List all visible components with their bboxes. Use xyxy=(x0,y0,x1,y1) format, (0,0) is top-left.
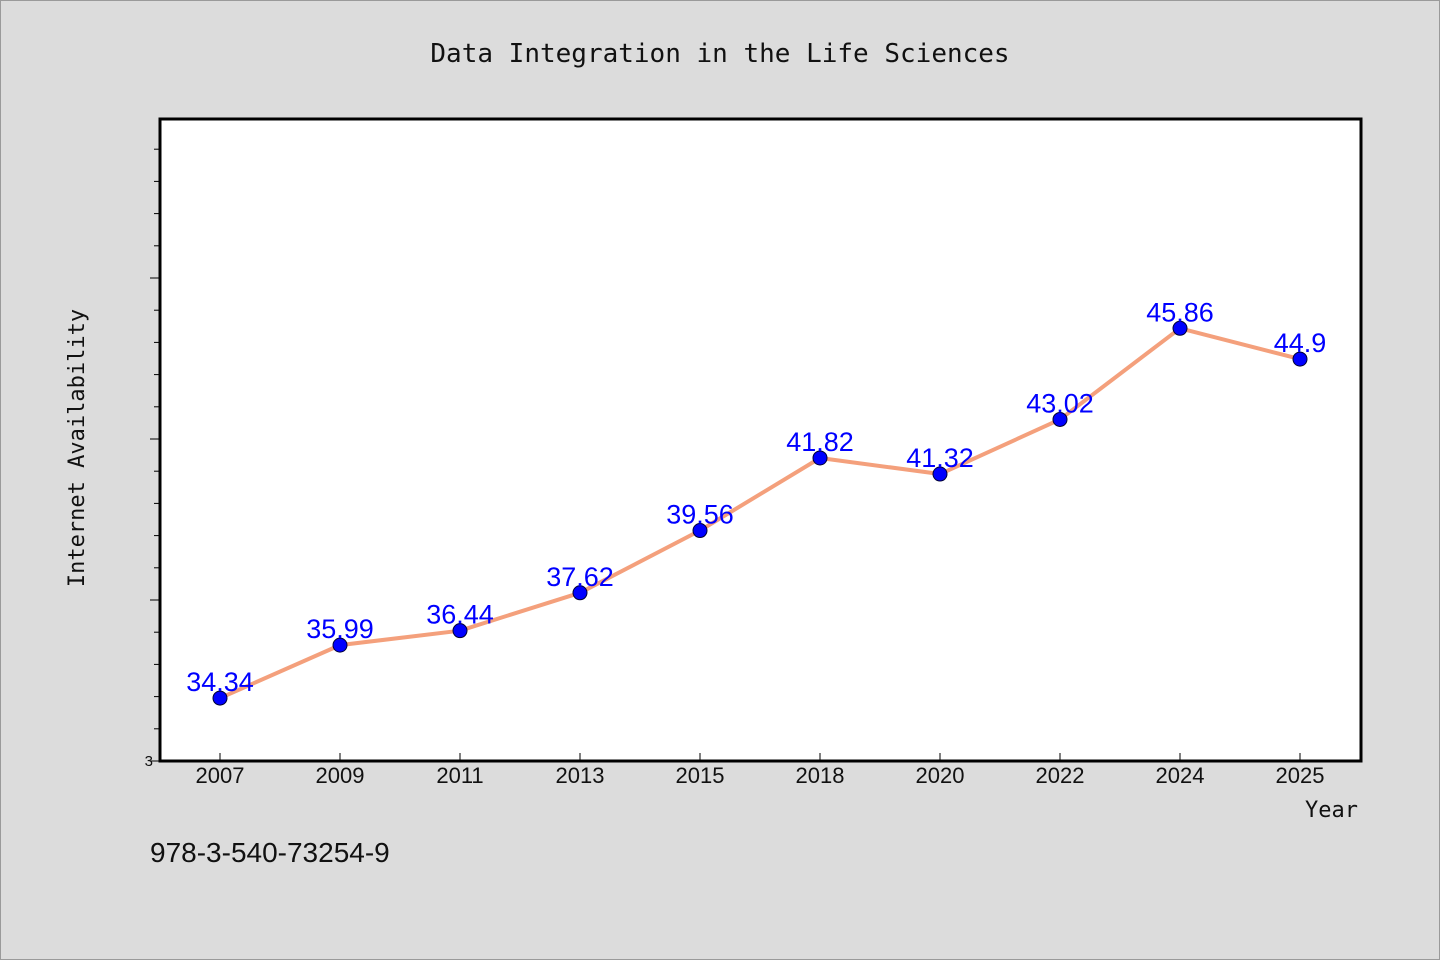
data-point xyxy=(1292,351,1308,367)
data-point xyxy=(452,623,468,639)
data-point xyxy=(812,450,828,466)
data-label: 34.34 xyxy=(186,667,254,697)
x-axis-title: Year xyxy=(1305,798,1358,823)
x-tick-label: 2024 xyxy=(1156,763,1205,788)
x-tick-label: 2011 xyxy=(436,763,483,788)
data-label: 43.02 xyxy=(1026,388,1094,418)
x-axis-ticks xyxy=(219,753,1301,761)
data-point xyxy=(692,523,708,539)
data-point xyxy=(572,585,588,601)
plot-area xyxy=(158,117,1363,763)
data-point xyxy=(212,690,228,706)
x-tick-label: 2009 xyxy=(316,763,365,788)
x-tick-label: 2020 xyxy=(916,763,965,788)
data-label: 45.86 xyxy=(1146,297,1214,327)
data-label: 36.44 xyxy=(426,600,494,630)
data-labels-layer: 34.34 35.99 36.44 37.62 39.56 41.82 41.32 43.02… xyxy=(186,297,1326,697)
y-axis-title: Internet Availability xyxy=(65,309,90,587)
data-label: 44.9 xyxy=(1274,328,1327,358)
data-label: 35.99 xyxy=(306,614,374,644)
x-tick-label: 2025 xyxy=(1276,763,1325,788)
data-point xyxy=(1172,320,1188,336)
y-axis-ticks xyxy=(150,148,160,762)
x-axis-tick-labels: 2007 2009 2011 2013 2015 2018 2020 2022 2024 2025 xyxy=(196,763,1325,788)
data-label: 37.62 xyxy=(546,562,614,592)
data-label: 41.82 xyxy=(786,427,854,457)
footer-identifier: 978-3-540-73254-9 xyxy=(150,837,390,868)
series-line xyxy=(218,326,1302,701)
y-tick-label: 3 xyxy=(145,753,153,770)
x-tick-label: 2013 xyxy=(556,763,605,788)
data-label: 41.32 xyxy=(906,443,974,473)
x-tick-label: 2015 xyxy=(676,763,725,788)
data-point xyxy=(932,466,948,482)
data-point xyxy=(1052,411,1068,427)
series-layer xyxy=(218,326,1302,701)
x-tick-label: 2018 xyxy=(796,763,845,788)
points-layer xyxy=(212,320,1308,706)
x-tick-label: 2007 xyxy=(196,763,245,788)
chart-title: Data Integration in the Life Sciences xyxy=(430,39,1009,69)
data-label: 39.56 xyxy=(666,500,734,530)
x-tick-label: 2022 xyxy=(1036,763,1085,788)
data-point xyxy=(332,637,348,653)
